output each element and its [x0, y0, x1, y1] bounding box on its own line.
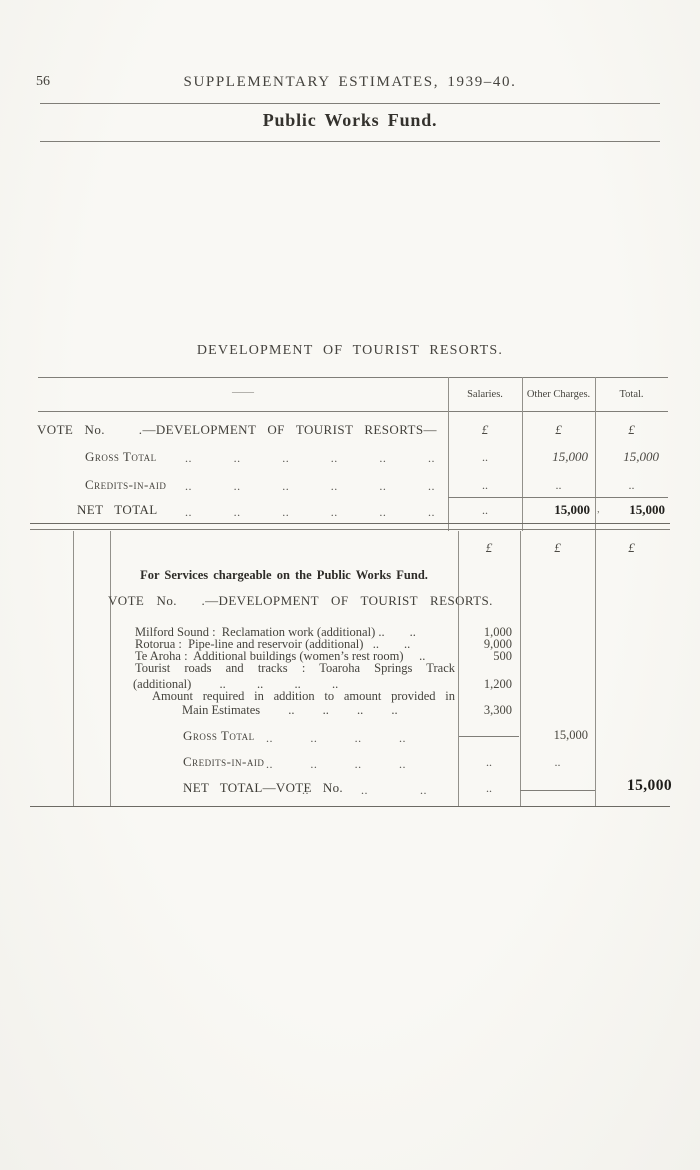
detail-amount-milford: 1,000 [483, 625, 512, 639]
detail-left-line-2 [110, 531, 111, 807]
detail-amount-additional: 1,200 [483, 677, 512, 691]
table-separator-rule-2 [30, 529, 670, 530]
detail-item-amount-required: Amount required in addition to amount pr… [152, 689, 455, 703]
detail-services-heading: For Services chargeable on the Public Wo… [140, 568, 428, 582]
detail-gross-leaders: .. .. .. .. [266, 731, 406, 745]
detail-vote-line: VOTE No. .—DEVELOPMENT OF TOURIST RESORT… [108, 593, 493, 608]
summary-table-header-rule [38, 411, 668, 412]
detail-net-rule [520, 790, 595, 791]
fund-title: Public Works Fund. [262, 110, 438, 130]
detail-col-line-1 [458, 531, 459, 807]
summary-net-mark: , [597, 503, 600, 515]
summary-gross-total: 15,000 [623, 449, 659, 464]
summary-credits-total: .. [628, 478, 635, 492]
summary-header-salaries: Salaries. [467, 389, 503, 400]
summary-pound-other: £ [555, 422, 562, 437]
summary-gross-other: 15,000 [552, 449, 588, 464]
detail-credits-leaders: .. .. .. .. [266, 757, 406, 771]
detail-amount-main-estimates: 3,300 [483, 703, 512, 717]
summary-col-line-3 [595, 377, 596, 531]
summary-net-label: NET TOTAL [77, 502, 158, 517]
detail-credits-label: Credits-in-aid [183, 754, 265, 769]
summary-gross-leaders: .. .. .. .. .. .. [185, 451, 435, 465]
summary-pound-salaries: £ [481, 422, 489, 437]
detail-credits-salaries: .. [486, 755, 492, 769]
detail-item-tearoha: Te Aroha : Additional buildings (women’s… [135, 649, 426, 663]
detail-item-additional: (additional) .. .. .. .. [133, 677, 339, 691]
page-number: 56 [36, 74, 50, 89]
summary-net-other: 15,000 [554, 502, 590, 517]
summary-credits-label: Credits-in-aid [85, 477, 167, 492]
summary-net-salaries: .. [482, 503, 488, 517]
detail-item-main-estimates: Main Estimates .. .. .. .. [182, 703, 398, 717]
detail-item-rotorua: Rotorua : Pipe-line and reservoir (addit… [135, 637, 411, 651]
detail-col-line-2 [520, 531, 521, 807]
detail-net-leaders: .. .. .. [302, 783, 427, 797]
detail-pound-other: £ [554, 540, 561, 555]
section-title: DEVELOPMENT OF TOURIST RESORTS. [196, 343, 504, 358]
header-rule-top [40, 103, 660, 104]
detail-item-tourist-roads: Tourist roads and tracks : Toaroha Sprin… [135, 661, 455, 675]
detail-gross-other: 15,000 [553, 728, 588, 742]
detail-item-milford: Milford Sound : Reclamation work (additi… [135, 625, 416, 639]
summary-col-line-2 [522, 377, 523, 531]
summary-col-line-1 [448, 377, 449, 531]
summary-pound-total: £ [628, 422, 635, 437]
summary-vote-line: VOTE No. .—DEVELOPMENT OF TOURIST RESORT… [37, 422, 437, 437]
detail-net-salaries: .. [486, 781, 492, 795]
detail-amount-tearoha: 500 [493, 649, 512, 663]
summary-credits-salaries: .. [482, 478, 488, 492]
summary-credits-other: .. [555, 478, 562, 492]
detail-net-total: 15,000 [626, 777, 672, 794]
summary-gross-salaries: .. [482, 450, 488, 464]
detail-gross-label: Gross Total [183, 728, 255, 743]
summary-gross-label: Gross Total [85, 449, 157, 464]
summary-net-leaders: .. .. .. .. .. .. [185, 505, 435, 519]
detail-table-bottom-rule [30, 806, 670, 808]
summary-header-total: Total. [619, 389, 644, 400]
page-title: SUPPLEMENTARY ESTIMATES, 1939–40. [183, 74, 517, 90]
summary-sum-rule [448, 497, 668, 498]
summary-table-top-rule [38, 377, 668, 378]
summary-credits-leaders: .. .. .. .. .. .. [185, 479, 435, 493]
detail-col-line-3 [595, 531, 596, 807]
detail-sum-rule [459, 736, 519, 737]
table-separator-rule-1 [30, 523, 670, 525]
detail-credits-other: .. [554, 755, 561, 769]
summary-net-total: 15,000 [629, 502, 665, 517]
detail-pound-total: £ [628, 540, 635, 555]
summary-header-dash: —— [232, 386, 254, 398]
header-rule-bottom [40, 141, 660, 142]
detail-left-line-1 [73, 531, 74, 807]
detail-net-label: NET TOTAL—VOTE No. [183, 780, 343, 795]
detail-pound-salaries: £ [485, 540, 493, 555]
summary-header-other-charges: Other Charges. [526, 389, 591, 400]
detail-amount-rotorua: 9,000 [483, 637, 512, 651]
